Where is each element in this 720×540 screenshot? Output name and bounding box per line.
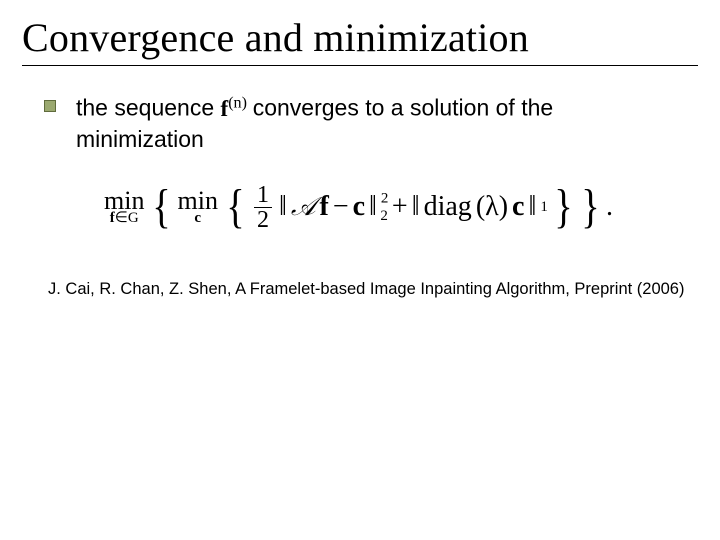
- equation-tail: .: [606, 191, 613, 223]
- inner-min-op: min: [178, 189, 218, 212]
- norm-close-2: ‖: [528, 191, 536, 223]
- outer-min-sub: f∈G: [110, 212, 139, 226]
- norm-1-subsup: 22: [381, 189, 388, 225]
- operator-A: 𝒜: [291, 192, 316, 223]
- citation-text: J. Cai, R. Chan, Z. Shen, A Framelet-bas…: [44, 278, 698, 300]
- one-half-fraction: 1 2: [254, 183, 272, 232]
- inner-min: min c: [178, 189, 218, 226]
- vec-f: f: [319, 191, 328, 223]
- square-bullet-icon: [44, 100, 56, 112]
- lambda-text: (λ): [476, 191, 508, 223]
- left-brace-1: {: [153, 188, 171, 226]
- minus-sign: −: [333, 191, 349, 223]
- title-underline: [22, 65, 698, 66]
- slide-title: Convergence and minimization: [22, 14, 698, 61]
- bullet-text-before: the sequence: [76, 95, 221, 121]
- vec-c: c: [353, 191, 365, 223]
- bullet-item: the sequence f(n) converges to a solutio…: [44, 92, 698, 155]
- norm-close-1: ‖: [369, 191, 377, 223]
- outer-min: min f∈G: [104, 189, 144, 226]
- frac-num: 1: [254, 183, 272, 207]
- plus-sign: +: [392, 191, 408, 223]
- diag-text: diag: [424, 191, 472, 223]
- slide-body: the sequence f(n) converges to a solutio…: [22, 92, 698, 300]
- sequence-symbol: f(n): [221, 96, 253, 121]
- frac-den: 2: [254, 207, 272, 232]
- sequence-sup: (n): [228, 94, 247, 111]
- equation-block: min f∈G { min c { 1 2 ‖ 𝒜 f − c ‖: [104, 183, 698, 232]
- norm-open-1: ‖: [279, 191, 287, 223]
- outer-min-op: min: [104, 189, 144, 212]
- left-brace-2: {: [226, 188, 244, 226]
- slide: Convergence and minimization the sequenc…: [0, 0, 720, 540]
- vec-c-2: c: [512, 191, 524, 223]
- bullet-text: the sequence f(n) converges to a solutio…: [76, 92, 656, 155]
- right-brace-1: }: [554, 188, 572, 226]
- minimization-equation: min f∈G { min c { 1 2 ‖ 𝒜 f − c ‖: [104, 183, 698, 232]
- inner-min-sub: c: [194, 212, 201, 226]
- norm-2-sub: 1: [540, 199, 548, 216]
- right-brace-2: }: [581, 188, 599, 226]
- norm-open-2: ‖: [412, 191, 420, 223]
